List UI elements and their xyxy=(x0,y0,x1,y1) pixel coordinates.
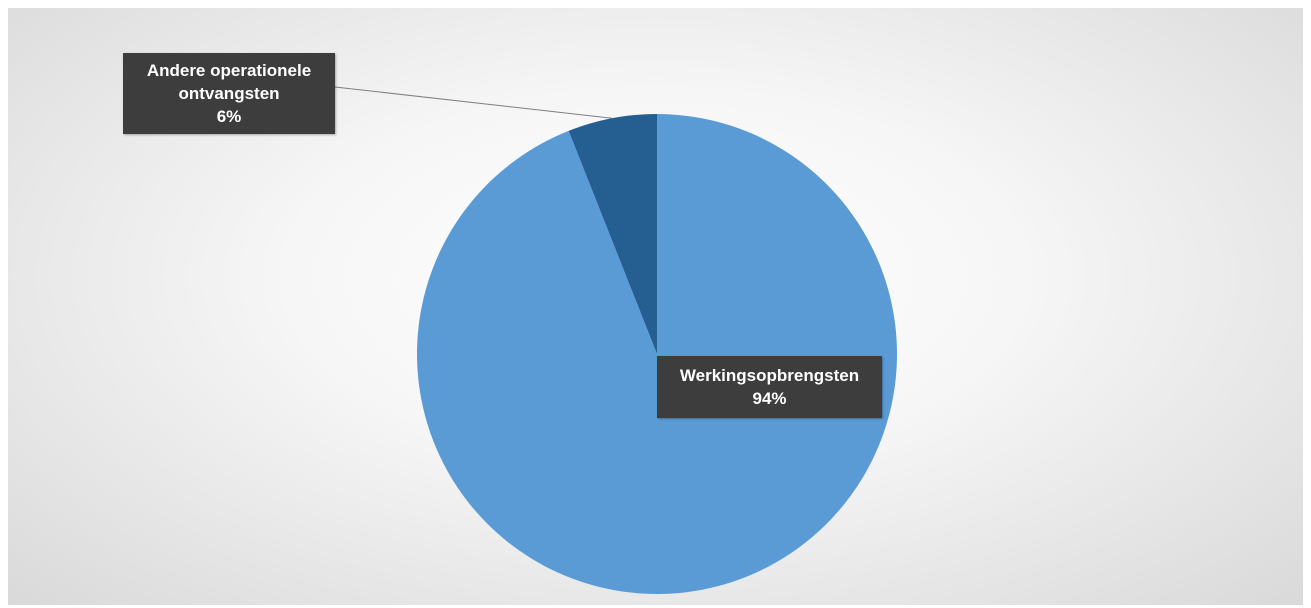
data-label-box: Andere operationele ontvangsten 6% xyxy=(123,53,335,134)
value-label: 94% xyxy=(752,389,787,408)
leader-line xyxy=(334,86,613,119)
value-label: 6% xyxy=(216,107,242,126)
category-label: Werkingsopbrengsten xyxy=(679,366,860,385)
pie-slice xyxy=(568,114,657,354)
pie-slice xyxy=(416,114,897,595)
data-label-box: Werkingsopbrengsten 94% xyxy=(657,356,882,418)
category-label: Andere operationele ontvangsten xyxy=(146,61,312,103)
